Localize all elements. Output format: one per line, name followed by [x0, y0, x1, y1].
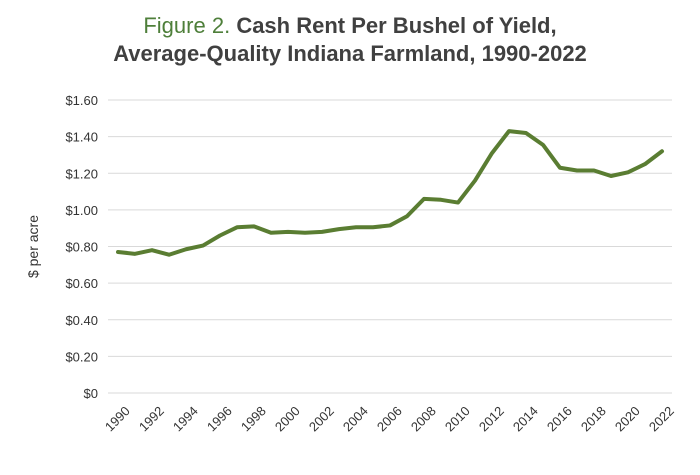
y-tick-label: $0 — [84, 386, 98, 401]
x-tick-label: 2010 — [442, 403, 473, 434]
x-tick-label: 1994 — [170, 403, 201, 434]
x-tick-label: 2004 — [340, 403, 371, 434]
y-tick-label: $0.20 — [65, 349, 98, 364]
y-tick-label: $1.60 — [65, 93, 98, 108]
y-tick-label: $1.40 — [65, 130, 98, 145]
y-tick-label: $1.00 — [65, 203, 98, 218]
y-tick-label: $0.60 — [65, 276, 98, 291]
series-group — [116, 129, 664, 257]
x-tick-label: 1996 — [204, 403, 235, 434]
x-tick-label: 1990 — [102, 403, 133, 434]
x-tick-label: 2006 — [374, 403, 405, 434]
x-tick-label: 2020 — [612, 403, 643, 434]
y-axis-tick-labels: $0 $0.20 $0.40 $0.60 $0.80 $1.00 $1.20 $1.40 $1.… — [65, 93, 98, 401]
x-tick-label: 2008 — [408, 403, 439, 434]
series-line — [116, 129, 664, 257]
y-axis-title: $ per acre — [25, 215, 41, 278]
figure-label: Figure 2. — [143, 13, 231, 38]
x-tick-label: 2012 — [476, 403, 507, 434]
chart-title: Figure 2. Cash Rent Per Bushel of Yield,… — [0, 12, 700, 68]
y-tick-label: $1.20 — [65, 166, 98, 181]
x-tick-label: 2018 — [578, 403, 609, 434]
x-tick-label: 2000 — [272, 403, 303, 434]
y-tick-label: $0.80 — [65, 240, 98, 255]
x-tick-label: 2002 — [306, 403, 337, 434]
x-tick-label: 2016 — [544, 403, 575, 434]
x-axis-tick-labels: 1990 1992 1994 1996 1998 2000 2002 2004 2006 2008… — [102, 403, 677, 434]
chart-title-text-1: Cash Rent Per Bushel of Yield, — [236, 13, 557, 38]
x-tick-label: 1992 — [136, 403, 167, 434]
x-tick-label: 1998 — [238, 403, 269, 434]
x-tick-label: 2022 — [646, 403, 677, 434]
x-tick-label: 2014 — [510, 403, 541, 434]
y-tick-label: $0.40 — [65, 313, 98, 328]
chart-title-line-1: Figure 2. Cash Rent Per Bushel of Yield, — [0, 12, 700, 40]
chart-title-text-2: Average-Quality Indiana Farmland, 1990-2… — [113, 41, 587, 66]
gridlines — [108, 99, 672, 394]
